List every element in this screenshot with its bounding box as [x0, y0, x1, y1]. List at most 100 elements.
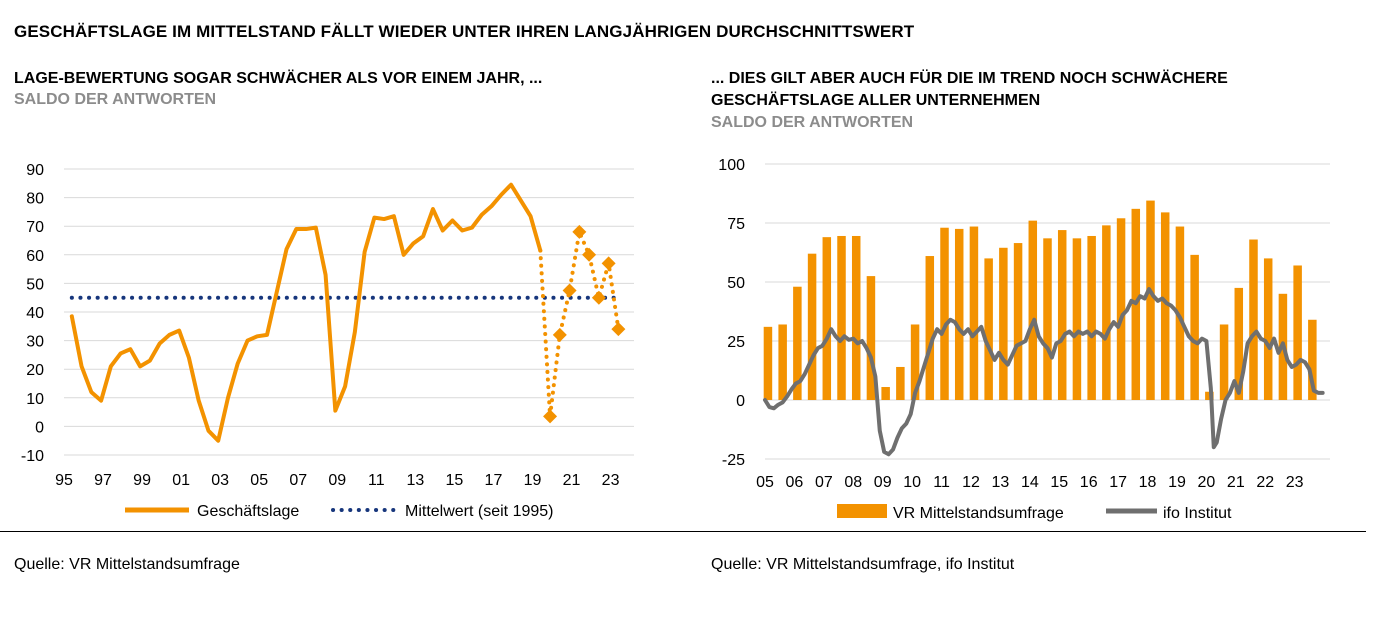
left-diamond-marker — [552, 327, 567, 342]
right-bar — [999, 247, 1008, 400]
left-y-tick-label: 30 — [26, 334, 44, 351]
left-x-tick-label: 09 — [328, 472, 346, 489]
left-x-tick-label: 23 — [602, 472, 620, 489]
right-y-tick-label: -25 — [722, 452, 745, 469]
right-x-tick-label: 17 — [1109, 474, 1127, 491]
right-bar — [1308, 319, 1317, 400]
left-y-tick-label: 20 — [26, 362, 44, 379]
left-x-tick-label: 17 — [485, 472, 503, 489]
right-source: Quelle: VR Mittelstandsumfrage, ifo Inst… — [711, 556, 1015, 573]
right-legend-swatch-vr — [837, 504, 887, 518]
left-x-tick-label: 99 — [133, 472, 151, 489]
right-y-tick-label: 50 — [727, 275, 745, 292]
right-bar — [1057, 230, 1067, 400]
left-chart-subtitle: SALDO DER ANTWORTEN — [14, 91, 217, 108]
left-y-tick-label: 10 — [26, 391, 44, 408]
right-bar — [1102, 225, 1111, 400]
right-bar — [1087, 235, 1096, 400]
right-bar — [1175, 226, 1185, 400]
left-x-tick-label: 19 — [524, 472, 542, 489]
left-diamond-marker — [601, 256, 616, 271]
right-x-tick-label: 19 — [1168, 474, 1186, 491]
right-bar — [866, 276, 876, 400]
right-bar — [969, 226, 979, 400]
main-title: GESCHÄFTSLAGE IM MITTELSTAND FÄLLT WIEDE… — [14, 22, 915, 41]
left-x-tick-label: 01 — [172, 472, 190, 489]
right-bar — [1160, 212, 1170, 400]
right-series-line-ifo — [763, 287, 1325, 457]
left-legend-label-mittelwert: Mittelwert (seit 1995) — [405, 503, 554, 520]
right-bar — [1190, 254, 1199, 400]
right-x-tick-label: 18 — [1139, 474, 1157, 491]
left-diamond-marker — [582, 247, 597, 262]
left-x-tick-label: 15 — [446, 472, 464, 489]
right-bar — [940, 227, 949, 400]
right-bar — [881, 387, 890, 400]
left-y-tick-label: -10 — [21, 448, 44, 465]
right-x-tick-label: 22 — [1256, 474, 1274, 491]
right-x-tick-label: 06 — [786, 474, 804, 491]
left-x-tick-label: 07 — [289, 472, 307, 489]
left-diamond-marker — [591, 290, 606, 305]
left-diamond-marker — [611, 322, 626, 337]
right-x-tick-label: 07 — [815, 474, 833, 491]
right-x-tick-label: 08 — [844, 474, 862, 491]
right-x-tick-label: 15 — [1050, 474, 1068, 491]
left-source: Quelle: VR Mittelstandsumfrage — [14, 556, 240, 573]
right-plot — [763, 163, 1330, 518]
left-x-tick-label: 11 — [368, 472, 385, 489]
right-legend-label-ifo: ifo Institut — [1163, 505, 1232, 522]
left-series-line-geschaeftslage — [69, 182, 543, 443]
separator-rule — [0, 531, 1366, 532]
right-x-tick-label: 11 — [933, 474, 950, 491]
right-x-tick-label: 14 — [1021, 474, 1039, 491]
right-bar — [807, 253, 817, 400]
left-y-tick-label: 50 — [26, 276, 44, 293]
right-bar — [1234, 287, 1244, 400]
right-bar — [896, 366, 905, 400]
left-y-tick-label: 80 — [26, 191, 44, 208]
right-bar — [1028, 220, 1038, 400]
right-bar — [1293, 265, 1302, 400]
right-x-tick-label: 20 — [1198, 474, 1216, 491]
left-diamond-marker — [562, 283, 577, 298]
right-bar — [837, 235, 846, 400]
left-x-tick-label: 13 — [406, 472, 424, 489]
right-chart-title-line1: ... DIES GILT ABER AUCH FÜR DIE IM TREND… — [711, 70, 1228, 87]
right-bar — [1219, 324, 1229, 400]
left-diamond-marker — [572, 224, 587, 239]
right-bar — [1116, 218, 1126, 400]
left-diamond-marker — [543, 409, 558, 424]
left-y-tick-label: 0 — [35, 419, 44, 436]
right-x-tick-label: 23 — [1286, 474, 1304, 491]
right-bar — [984, 258, 993, 400]
right-bar — [763, 326, 773, 400]
right-x-tick-label: 09 — [874, 474, 892, 491]
left-x-tick-label: 21 — [563, 472, 581, 489]
right-bar — [925, 256, 935, 400]
left-y-tick-label: 70 — [26, 219, 44, 236]
right-chart-title-line2: GESCHÄFTSLAGE ALLER UNTERNEHMEN — [711, 92, 1041, 109]
left-chart-title: LAGE-BEWERTUNG SOGAR SCHWÄCHER ALS VOR E… — [14, 70, 543, 87]
right-x-tick-label: 21 — [1227, 474, 1245, 491]
left-x-tick-label: 03 — [211, 472, 229, 489]
right-chart-subtitle: SALDO DER ANTWORTEN — [711, 114, 914, 131]
left-legend-label-geschaeftslage: Geschäftslage — [197, 503, 299, 520]
right-x-tick-label: 16 — [1080, 474, 1098, 491]
left-plot — [64, 168, 634, 513]
right-bar — [1072, 238, 1082, 400]
right-x-tick-label: 12 — [962, 474, 980, 491]
right-bar — [1146, 200, 1155, 400]
right-x-tick-label: 10 — [903, 474, 921, 491]
left-y-tick-label: 60 — [26, 248, 44, 265]
right-bar — [793, 286, 802, 400]
left-y-tick-label: 90 — [26, 162, 44, 179]
right-bar — [910, 324, 920, 400]
right-bar — [954, 228, 964, 400]
right-y-tick-label: 25 — [727, 334, 745, 351]
right-x-tick-label: 05 — [756, 474, 774, 491]
right-bar — [1043, 238, 1052, 400]
left-x-tick-label: 05 — [250, 472, 268, 489]
right-bar — [778, 324, 787, 400]
